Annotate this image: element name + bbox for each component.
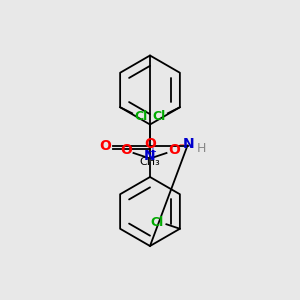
Text: Cl: Cl	[152, 110, 166, 123]
Text: Cl: Cl	[151, 216, 164, 229]
Text: CH₃: CH₃	[140, 157, 160, 167]
Text: +: +	[148, 147, 156, 157]
Text: ⁻: ⁻	[178, 142, 184, 152]
Text: O: O	[99, 139, 111, 152]
Text: O: O	[120, 143, 132, 157]
Text: O: O	[144, 137, 156, 151]
Text: Cl: Cl	[134, 110, 148, 123]
Text: N: N	[183, 137, 195, 151]
Text: H: H	[196, 142, 206, 155]
Text: N: N	[144, 149, 156, 163]
Text: O: O	[168, 143, 180, 157]
